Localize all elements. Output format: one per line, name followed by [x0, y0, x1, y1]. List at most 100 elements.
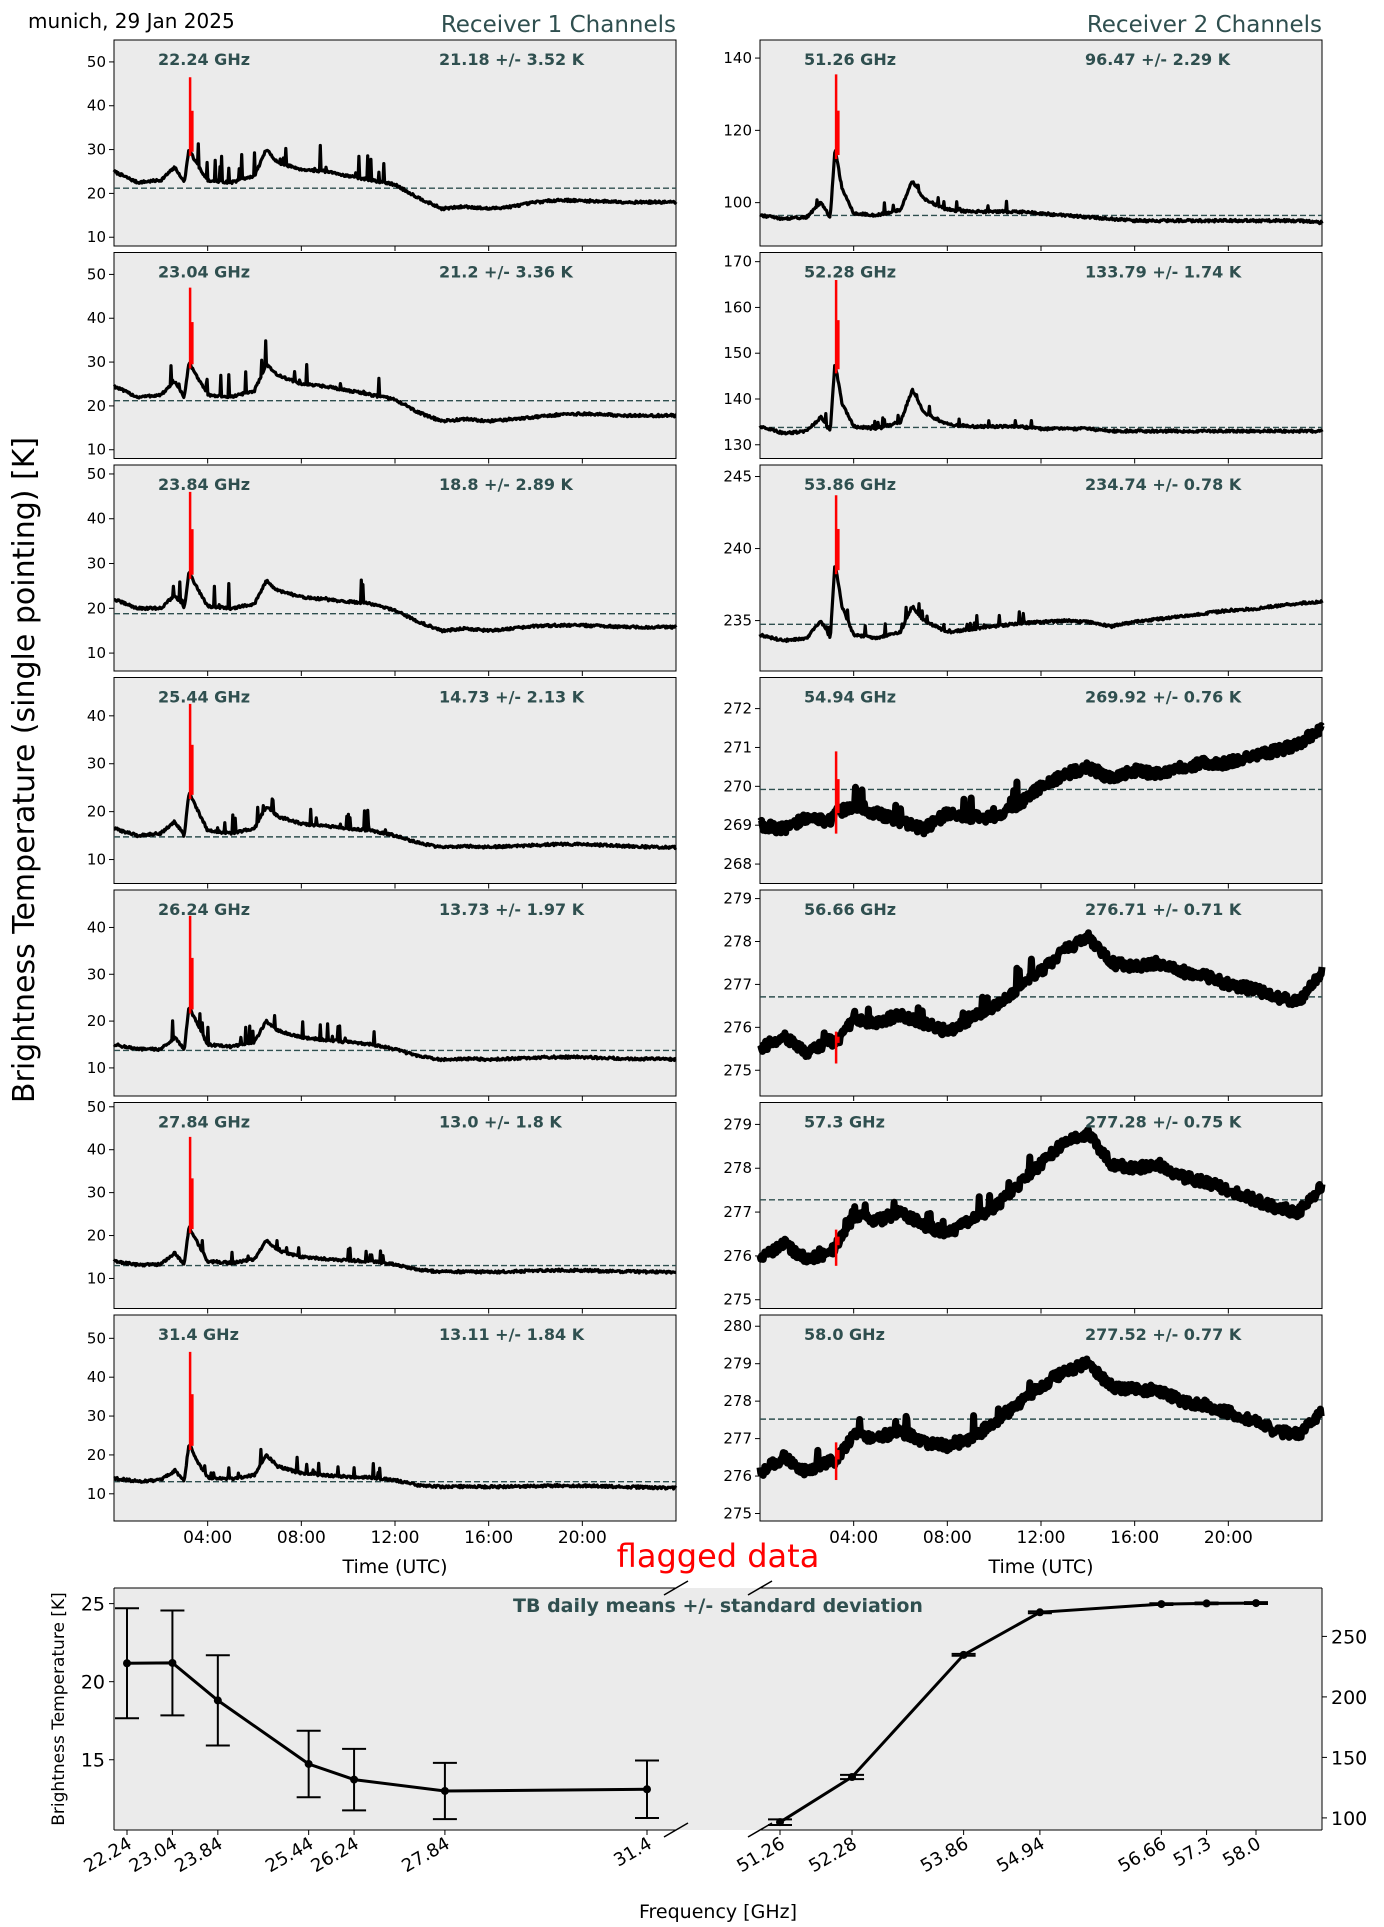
panel-receiver1-1: 10 20 30 40 50 22.24 GHz 21.18 +/- 3.52 K [87, 39, 678, 251]
panel-receiver2-4: 268 269 270 271 272 54.94 GHz 269.92 +/- 0.76 … [723, 677, 1325, 889]
means-y-tick-label-left: 15 [81, 1750, 105, 1772]
x-tick-label: 04:00 [183, 1528, 232, 1548]
panel-frame [113, 252, 677, 459]
mean-point [776, 1818, 784, 1827]
y-tick-label: 270 [723, 777, 752, 795]
series-line [113, 791, 678, 851]
panel-receiver2-2: 130 140 150 160 170 52.28 GHz 133.79 +/- 1.74 … [723, 252, 1324, 464]
timeseries-panels: 10 20 30 40 50 22.24 GHz 21.18 +/- 3.52 K 10 20 3… [87, 39, 1326, 1548]
mean-std-label: 21.18 +/- 3.52 K [439, 50, 585, 69]
freq-tick-label: 27.84 [398, 1833, 453, 1877]
panel-frame [759, 464, 1323, 672]
panel-receiver2-7: 275 276 277 278 279 280 04:00 08:00 12:00 16:00 20… [723, 1314, 1325, 1548]
y-tick-label: 140 [723, 390, 752, 408]
y-tick-label: 20 [87, 184, 106, 202]
mean-point [643, 1785, 651, 1794]
y-tick-label: 40 [87, 97, 106, 115]
means-y-tick-label-left: 25 [81, 1594, 105, 1616]
y-tick-label: 277 [723, 1203, 752, 1221]
y-tick-label: 50 [87, 465, 106, 483]
mean-std-label: 18.8 +/- 2.89 K [439, 475, 574, 494]
y-tick-label: 20 [87, 803, 106, 821]
panel-receiver2-1: 100 120 140 51.26 GHz 96.47 +/- 2.29 K [723, 39, 1324, 251]
freq-tick-label: 26.24 [307, 1833, 362, 1877]
panel-frame [113, 464, 677, 672]
mean-point [959, 1650, 968, 1659]
frequency-label: 27.84 GHz [158, 1113, 250, 1132]
global-ylabel: Brightness Temperature (single pointing)… [7, 437, 42, 1103]
panel-frame [113, 889, 677, 1097]
means-y-tick-label-right: 250 [1331, 1626, 1367, 1648]
mean-std-label: 96.47 +/- 2.29 K [1085, 50, 1231, 69]
y-tick-label: 279 [723, 1355, 752, 1373]
panel-frame [113, 39, 677, 247]
mean-point [123, 1659, 131, 1668]
y-tick-label: 276 [723, 1247, 752, 1265]
frequency-label: 58.0 GHz [804, 1325, 885, 1344]
mean-point [213, 1696, 222, 1705]
mean-point [1202, 1599, 1211, 1608]
y-tick-label: 275 [723, 1061, 752, 1079]
y-tick-label: 120 [723, 121, 752, 139]
mean-std-label: 133.79 +/- 1.74 K [1085, 263, 1242, 282]
y-tick-label: 50 [87, 1329, 106, 1347]
frequency-label: 25.44 GHz [158, 688, 250, 707]
freq-tick-label: 52.28 [805, 1833, 860, 1877]
mean-std-label: 276.71 +/- 0.71 K [1085, 900, 1242, 919]
mean-std-label: 277.52 +/- 0.77 K [1085, 1325, 1242, 1344]
y-tick-label: 235 [723, 612, 752, 630]
y-tick-label: 40 [87, 510, 106, 528]
means-title: TB daily means +/- standard deviation [513, 1595, 923, 1617]
y-tick-label: 30 [87, 755, 106, 773]
y-tick-label: 40 [87, 1368, 106, 1386]
y-tick-label: 30 [87, 555, 106, 573]
panel-frame [113, 677, 677, 884]
series-line [757, 929, 1326, 1060]
y-tick-label: 276 [723, 1018, 752, 1036]
y-tick-label: 150 [723, 344, 752, 362]
axis-break-mark [747, 1580, 773, 1596]
mean-std-label: 13.0 +/- 1.8 K [439, 1113, 562, 1132]
x-tick-label: 16:00 [1110, 1528, 1159, 1548]
y-tick-label: 10 [87, 1059, 106, 1077]
mean-std-label: 234.74 +/- 0.78 K [1085, 475, 1242, 494]
y-tick-label: 10 [87, 1485, 106, 1503]
y-tick-label: 10 [87, 1269, 106, 1287]
panel-frame [759, 889, 1323, 1097]
y-tick-label: 277 [723, 1430, 752, 1448]
freq-tick-label: 23.04 [126, 1833, 181, 1877]
y-tick-label: 50 [87, 1098, 106, 1116]
y-tick-label: 130 [723, 436, 752, 454]
x-tick-label: 20:00 [558, 1528, 607, 1548]
series-line [757, 722, 1325, 838]
mean-point [168, 1658, 177, 1667]
series-line [756, 1355, 1325, 1479]
series-line [759, 149, 1324, 226]
panel-receiver1-5: 10 20 30 40 26.24 GHz 13.73 +/- 1.97 K [87, 889, 677, 1101]
y-tick-label: 245 [723, 468, 752, 486]
y-tick-label: 20 [87, 397, 106, 415]
x-tick-label: 12:00 [1017, 1528, 1066, 1548]
y-tick-label: 240 [723, 540, 752, 558]
freq-tick-label: 22.24 [80, 1833, 135, 1877]
panel-frame [113, 1102, 677, 1309]
mean-point [440, 1786, 449, 1795]
frequency-label: 54.94 GHz [804, 688, 896, 707]
y-tick-label: 30 [87, 1407, 106, 1425]
x-tick-label: 20:00 [1204, 1528, 1253, 1548]
series-line [112, 339, 677, 424]
series-line [112, 142, 678, 212]
mean-point [304, 1759, 313, 1768]
y-tick-label: 279 [723, 890, 752, 908]
mean-point [1252, 1599, 1260, 1608]
series-line [758, 364, 1324, 436]
x-tick-label: 16:00 [464, 1528, 513, 1548]
y-tick-label: 10 [87, 441, 106, 459]
means-ylabel: Brightness Temperature [K] [49, 1592, 69, 1825]
means-y-tick-label-right: 150 [1331, 1747, 1367, 1769]
y-tick-label: 278 [723, 1392, 752, 1410]
y-tick-label: 100 [723, 194, 752, 212]
y-tick-label: 40 [87, 918, 106, 936]
y-tick-label: 50 [87, 265, 106, 283]
